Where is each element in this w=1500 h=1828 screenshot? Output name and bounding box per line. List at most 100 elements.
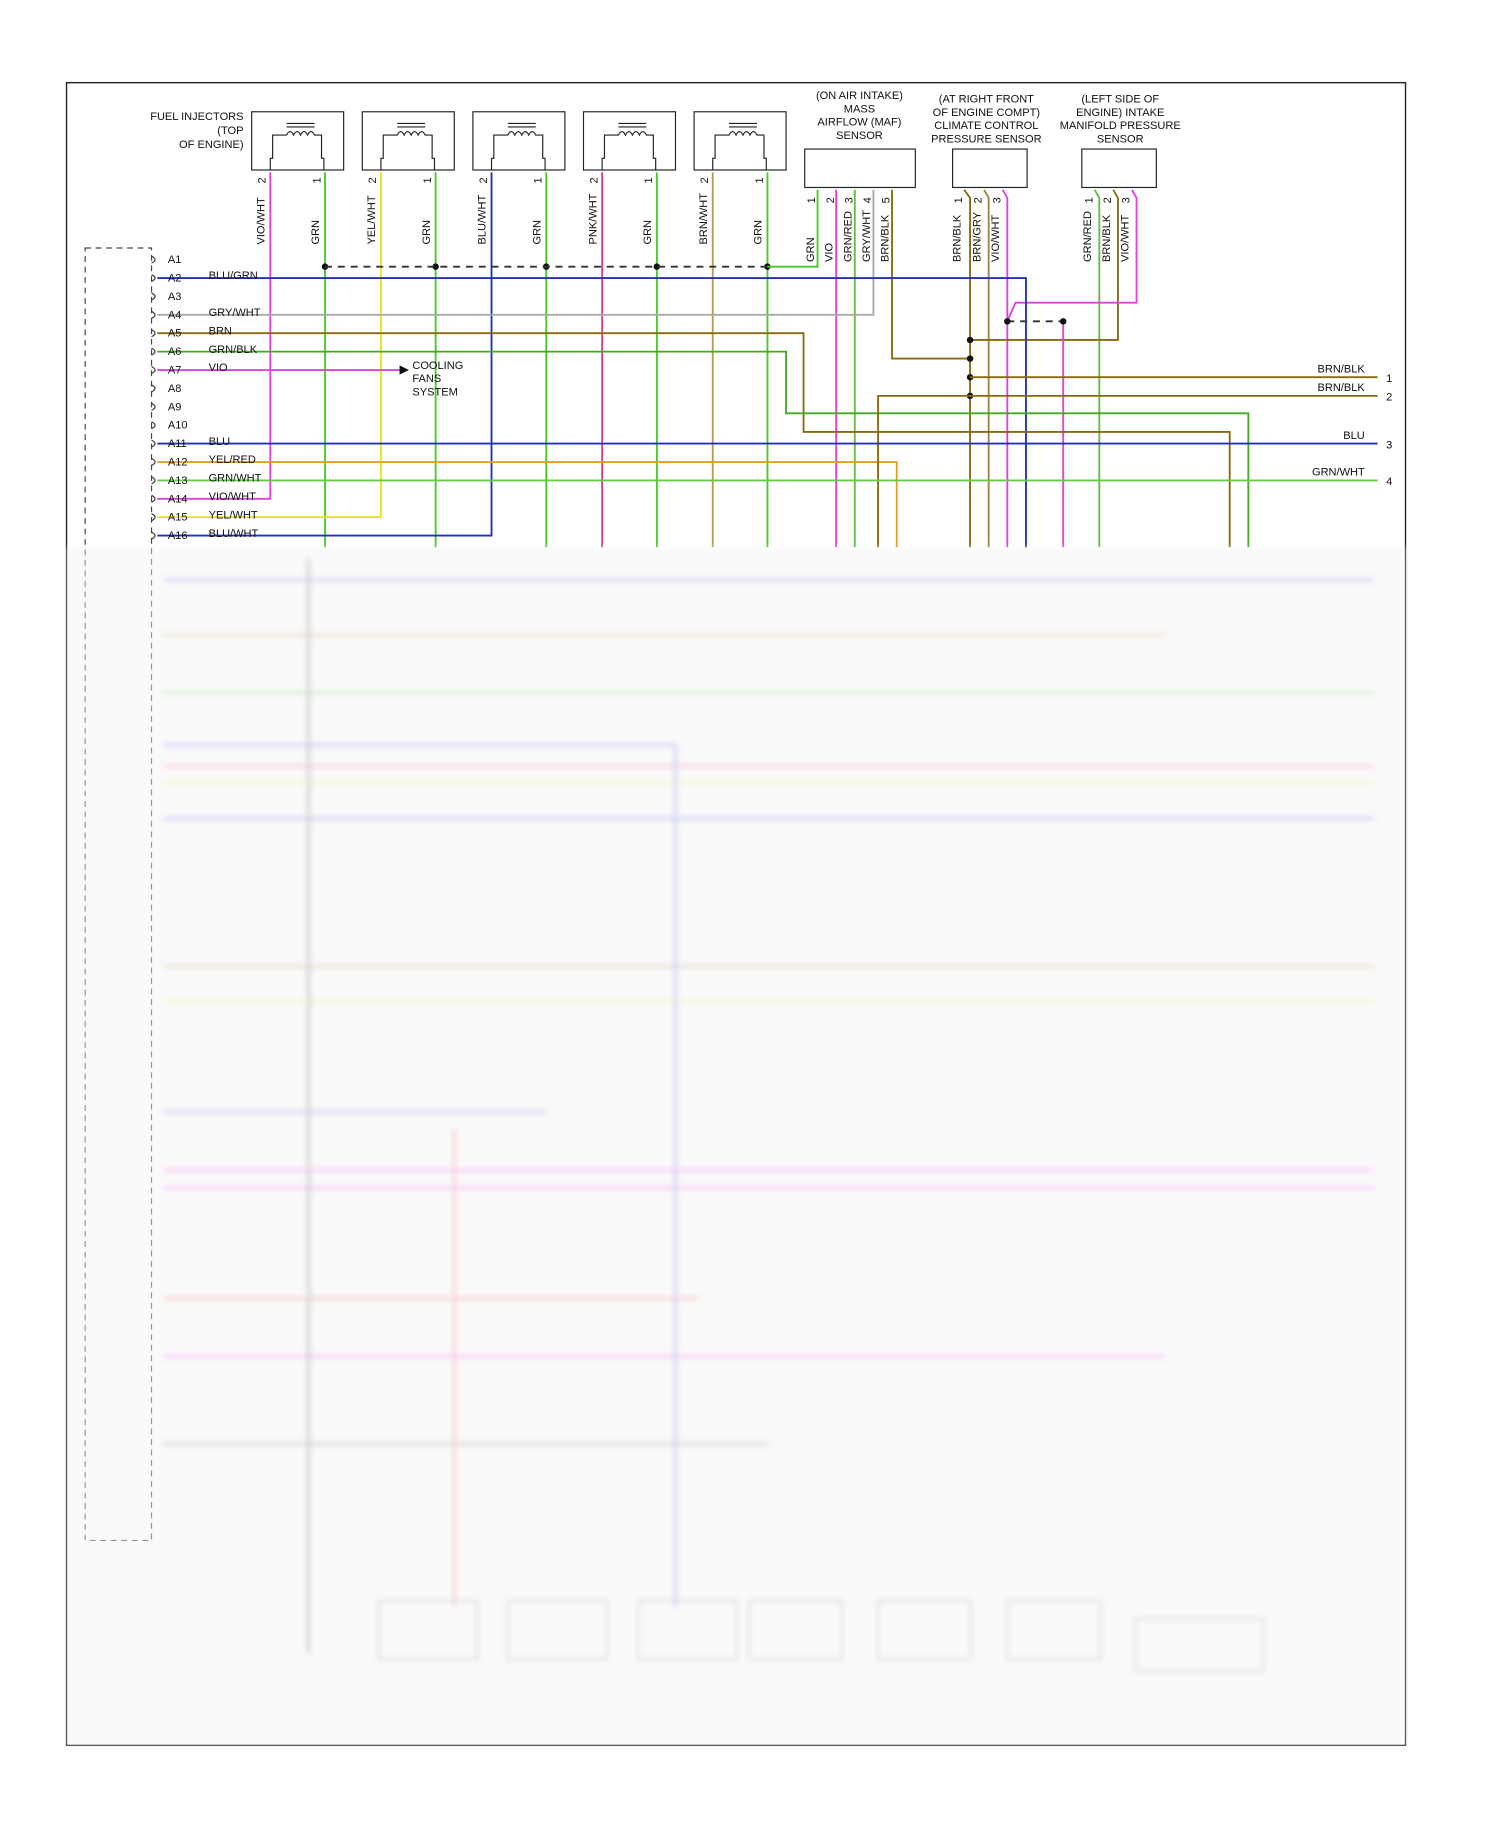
label: FANS (412, 373, 441, 385)
label: FUEL INJECTORS (150, 111, 243, 123)
injector-coil (712, 131, 767, 170)
label: MANIFOLD PRESSURE (1060, 120, 1181, 132)
wire-label: GRY/WHT (209, 307, 261, 319)
output-number: 4 (1386, 476, 1392, 488)
wire (157, 461, 898, 548)
wire-label: VIO/WHT (209, 491, 257, 503)
label: (TOP (217, 125, 243, 137)
wire-label: 1 (422, 177, 434, 183)
wire-label: 1 (643, 177, 655, 183)
pin-symbol (151, 292, 156, 301)
wire-label: BRN/WHT (698, 193, 710, 245)
pin-id: A15 (168, 512, 188, 524)
blur-box (506, 1600, 608, 1661)
pin-symbol (151, 255, 156, 264)
wire-label: VIO (824, 243, 836, 262)
wire-label: GRN/WHT (209, 473, 262, 485)
wire-label: 1 (754, 177, 766, 183)
label: COOLING (412, 360, 463, 372)
junction (966, 336, 974, 344)
wire-label: VIO/WHT (990, 214, 1002, 262)
wire (877, 394, 1378, 548)
wire-label: GRN/BLK (209, 344, 258, 356)
wire-label: GRN (753, 220, 765, 245)
injector-core (286, 122, 315, 128)
wire-label: YEL/WHT (209, 509, 258, 521)
blur-box (747, 1600, 843, 1661)
pin-id: A6 (168, 346, 182, 358)
label: MASS (844, 103, 875, 115)
wire-label: 2 (257, 177, 269, 183)
wire-label: GRY/WHT (861, 210, 873, 262)
wire (963, 189, 971, 548)
label: OF ENGINE) (179, 139, 243, 151)
wire-label: 1 (953, 197, 965, 203)
blur-box (1134, 1617, 1265, 1672)
pin-id: A1 (168, 254, 182, 266)
label: (LEFT SIDE OF (1081, 93, 1159, 105)
pin-id: A16 (168, 530, 188, 542)
pin-symbol (151, 494, 156, 503)
wire-label: 2 (367, 177, 379, 183)
wire-label: BLU (209, 436, 231, 448)
wire-label: GRN (421, 220, 433, 245)
wire (983, 189, 990, 548)
wire-label: VIO (209, 362, 228, 374)
pin-symbol (151, 531, 156, 540)
wire-label: 1 (533, 177, 545, 183)
pin-symbol (151, 513, 156, 522)
pin-id: A3 (168, 291, 182, 303)
output-wire-label: BRN/BLK (1317, 382, 1365, 394)
injector-coil (269, 131, 325, 170)
wire-label: 1 (311, 177, 323, 183)
label: PRESSURE SENSOR (931, 134, 1042, 146)
injector-box (251, 111, 345, 171)
blur-box (637, 1600, 739, 1661)
pin-id: A4 (168, 309, 182, 321)
wire (1006, 189, 1138, 322)
pin-symbol (151, 476, 156, 485)
label: SYSTEM (412, 387, 457, 399)
wire-label: GRN/RED (842, 211, 854, 262)
wire-label: 5 (881, 197, 893, 203)
pin-symbol (151, 439, 156, 448)
wire (157, 350, 1250, 548)
pin-symbol (151, 310, 156, 319)
blur-box (1006, 1600, 1102, 1661)
pin-id: A8 (168, 383, 182, 395)
blur-box (377, 1600, 479, 1661)
wire-label: BLU/WHT (477, 195, 489, 245)
label: AIRFLOW (MAF) (817, 117, 901, 129)
wire-label: GRN (642, 220, 654, 245)
pin-symbol (151, 274, 156, 283)
blur-box (877, 1600, 973, 1661)
injector-box (361, 111, 455, 171)
sensor-box (952, 148, 1028, 189)
pin-symbol (151, 366, 156, 375)
sensor-box (804, 148, 916, 189)
wire (1093, 189, 1101, 548)
injector-box (693, 111, 787, 171)
injector-core (397, 122, 426, 128)
wire (157, 172, 493, 537)
label: OF ENGINE COMPT) (933, 107, 1040, 119)
blur-bg (65, 547, 1407, 1747)
wire-label: 1 (1083, 197, 1095, 203)
label: SENSOR (1097, 134, 1144, 146)
label: (ON AIR INTAKE) (816, 90, 903, 102)
label: (AT RIGHT FRONT (939, 93, 1034, 105)
output-number: 2 (1386, 392, 1392, 404)
injector-coil (601, 131, 657, 170)
wire-label: BRN/BLK (880, 214, 892, 262)
pin-id: A11 (168, 438, 187, 450)
wire (1001, 189, 1009, 548)
output-wire-label: GRN/WHT (1312, 467, 1365, 479)
pin-id: A2 (168, 273, 182, 285)
label: ENGINE) INTAKE (1076, 107, 1164, 119)
wire-label: GRN (310, 220, 322, 245)
wire-label: GRN/RED (1082, 211, 1094, 262)
label: CLIMATE CONTROL (934, 120, 1038, 132)
wire-label: 3 (991, 197, 1003, 203)
pin-id: A12 (168, 456, 188, 468)
